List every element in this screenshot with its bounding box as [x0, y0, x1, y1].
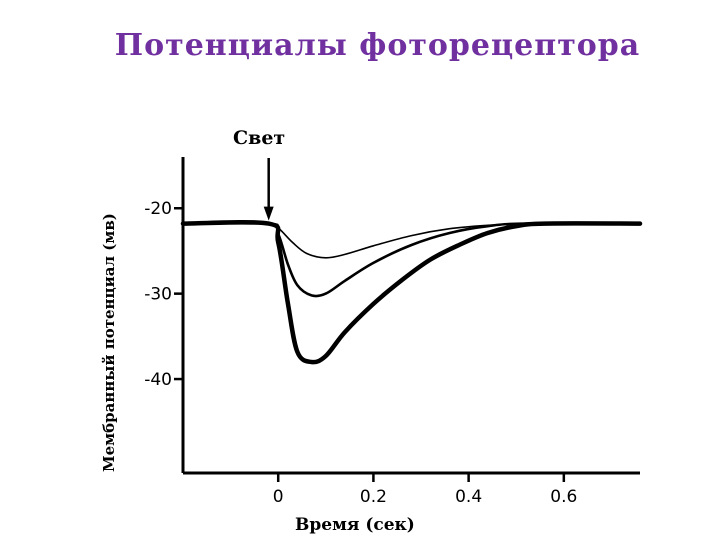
x-tick-label: 0.4 — [455, 487, 482, 507]
x-axis-label: Время (сек) — [295, 515, 415, 535]
x-tick-label: 0.2 — [360, 487, 387, 507]
response-curve-3 — [180, 219, 643, 365]
y-tick-label: -40 — [144, 370, 172, 390]
y-tick-label: -20 — [144, 199, 172, 219]
page-title: Потенциалы фоторецептора — [114, 28, 641, 63]
y-axis-label: Мембранный потенциал (мв) — [100, 213, 118, 472]
x-tick-label: 0.6 — [550, 487, 577, 507]
light-annotation: Свет — [233, 127, 286, 149]
response-curve-2 — [181, 221, 642, 298]
x-tick-label: 0 — [273, 487, 284, 507]
y-tick-label: -30 — [144, 285, 172, 305]
light-arrow-icon — [263, 206, 274, 221]
response-curve-1 — [182, 222, 641, 259]
